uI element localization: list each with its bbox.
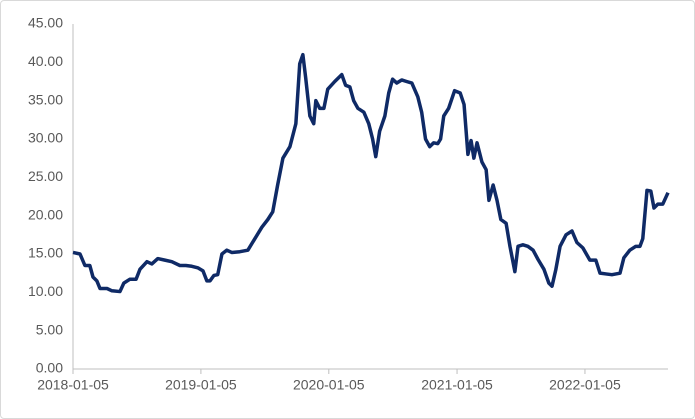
x-tick-label: 2021-01-05: [421, 377, 493, 393]
y-tick-label: 5.00: [36, 321, 63, 337]
x-tick-label: 2020-01-05: [293, 377, 365, 393]
y-tick-label: 35.00: [28, 91, 63, 107]
y-tick-label: 0.00: [36, 360, 63, 376]
x-tick-label: 2019-01-05: [165, 377, 237, 393]
y-tick-label: 45.00: [28, 15, 63, 31]
y-tick-label: 30.00: [28, 130, 63, 146]
y-tick-label: 40.00: [28, 53, 63, 69]
y-tick-label: 25.00: [28, 168, 63, 184]
y-tick-label: 10.00: [28, 283, 63, 299]
x-tick-label: 2022-01-05: [549, 377, 621, 393]
y-tick-label: 20.00: [28, 206, 63, 222]
x-tick-label: 2018-01-05: [37, 377, 109, 393]
data-line: [72, 52, 670, 294]
y-tick-label: 15.00: [28, 245, 63, 261]
